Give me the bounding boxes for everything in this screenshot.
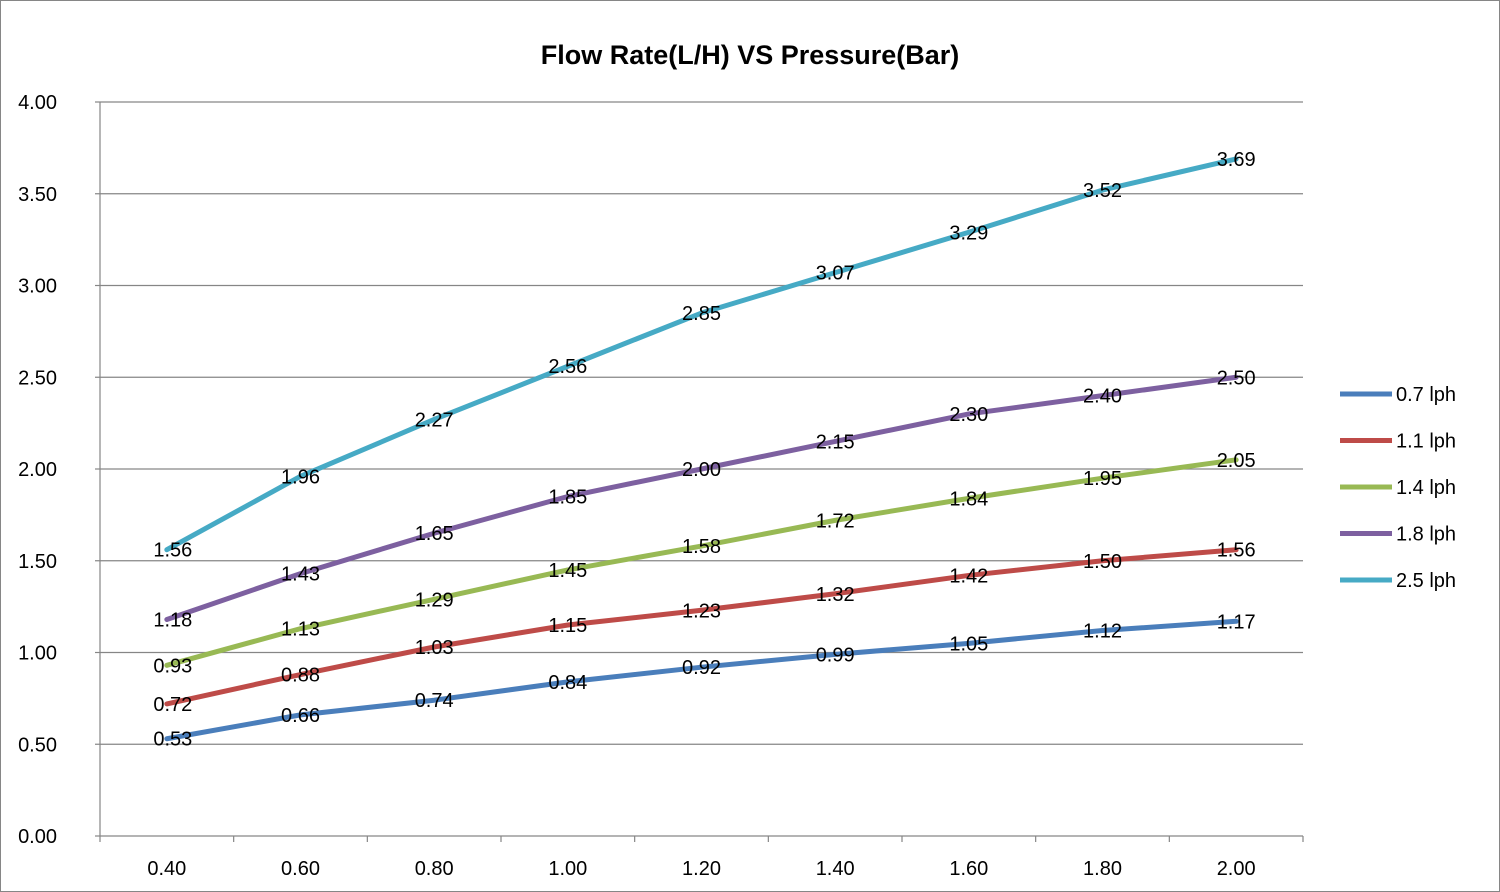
series-lines (164, 156, 1239, 742)
legend-label: 2.5 lph (1396, 570, 1456, 592)
y-tick-label: 0.50 (18, 734, 57, 756)
data-label: 2.40 (1083, 386, 1122, 408)
data-label: 2.27 (415, 409, 454, 431)
axes: 0.00 0.50 1.00 1.50 2.00 2.50 3.00 3.50 4.00 0.40… (18, 92, 1304, 880)
x-tick-label: 0.40 (147, 858, 186, 880)
series-line-1 (164, 547, 1239, 707)
data-label: 1.72 (816, 510, 855, 532)
legend: 0.7 lph 1.1 lph 1.4 lph 1.8 lph 2.5 lph (1340, 384, 1456, 592)
chart-title: Flow Rate(L/H) VS Pressure(Bar) (541, 40, 960, 70)
data-label: 1.18 (153, 609, 192, 631)
data-label: 1.12 (1083, 620, 1122, 642)
data-labels: 0.53 0.66 0.74 0.84 0.92 0.99 1.05 1.12 1.17 0.72… (153, 149, 1255, 751)
data-label: 1.03 (415, 637, 454, 659)
data-label: 1.45 (548, 560, 587, 582)
data-label: 0.88 (281, 665, 320, 687)
data-label: 1.56 (153, 540, 192, 562)
series-line-4 (164, 156, 1239, 553)
y-tick-label: 1.00 (18, 643, 57, 665)
data-label: 1.95 (1083, 468, 1122, 490)
data-label: 1.56 (1217, 540, 1256, 562)
x-tick-label: 1.00 (548, 858, 587, 880)
data-label: 2.30 (949, 404, 988, 426)
data-label: 1.32 (816, 584, 855, 606)
series-line-3 (164, 374, 1239, 622)
legend-label: 1.8 lph (1396, 524, 1456, 546)
x-tick-label: 0.80 (415, 858, 454, 880)
series-line-2 (164, 457, 1239, 668)
y-tick-label: 2.00 (18, 459, 57, 481)
data-label: 0.53 (153, 729, 192, 751)
x-tick-label: 1.60 (949, 858, 988, 880)
y-tick-label: 2.50 (18, 367, 57, 389)
data-label: 0.72 (153, 694, 192, 716)
data-label: 2.05 (1217, 450, 1256, 472)
series-line-0 (164, 618, 1239, 742)
data-label: 1.23 (682, 600, 721, 622)
x-tick-label: 1.80 (1083, 858, 1122, 880)
x-tick-label: 2.00 (1217, 858, 1256, 880)
data-label: 3.52 (1083, 180, 1122, 202)
legend-label: 1.1 lph (1396, 431, 1456, 453)
data-label: 1.43 (281, 564, 320, 586)
x-tick-label: 1.20 (682, 858, 721, 880)
data-label: 1.42 (949, 565, 988, 587)
data-label: 1.17 (1217, 611, 1256, 633)
data-label: 3.69 (1217, 149, 1256, 171)
data-label: 2.15 (816, 431, 855, 453)
data-label: 1.84 (949, 488, 988, 510)
data-label: 0.74 (415, 690, 454, 712)
y-tick-label: 1.50 (18, 551, 57, 573)
data-label: 2.56 (548, 356, 587, 378)
data-label: 2.50 (1217, 367, 1256, 389)
data-label: 1.65 (415, 523, 454, 545)
x-tick-label: 0.60 (281, 858, 320, 880)
data-label: 1.13 (281, 619, 320, 641)
data-label: 1.29 (415, 589, 454, 611)
data-label: 1.05 (949, 633, 988, 655)
data-label: 3.29 (949, 222, 988, 244)
data-label: 1.96 (281, 466, 320, 488)
data-label: 1.58 (682, 536, 721, 558)
data-label: 2.00 (682, 459, 721, 481)
legend-label: 1.4 lph (1396, 477, 1456, 499)
data-label: 1.50 (1083, 551, 1122, 573)
legend-label: 0.7 lph (1396, 384, 1456, 406)
y-tick-label: 0.00 (18, 826, 57, 848)
data-label: 0.93 (153, 655, 192, 677)
data-label: 3.07 (816, 263, 855, 285)
data-label: 1.15 (548, 615, 587, 637)
gridlines (100, 101, 1303, 745)
y-tick-label: 3.50 (18, 184, 57, 206)
data-label: 2.85 (682, 303, 721, 325)
y-tick-label: 4.00 (18, 92, 57, 114)
data-label: 0.99 (816, 644, 855, 666)
x-tick-label: 1.40 (816, 858, 855, 880)
y-tick-label: 3.00 (18, 276, 57, 298)
data-label: 0.84 (548, 672, 587, 694)
data-label: 1.85 (548, 487, 587, 509)
data-label: 0.66 (281, 705, 320, 727)
data-label: 0.92 (682, 657, 721, 679)
